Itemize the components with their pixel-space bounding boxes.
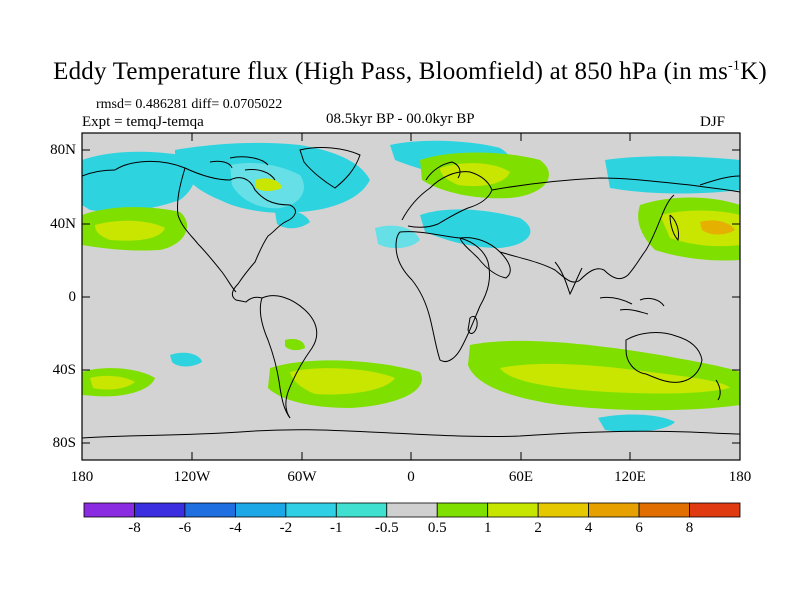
colorbar-swatch xyxy=(134,502,186,518)
colorbar-swatch xyxy=(638,502,690,518)
colorbar-label: 6 xyxy=(635,520,643,536)
colorbar-label: 2 xyxy=(534,520,542,536)
colorbar-swatch xyxy=(83,502,135,518)
colorbar-label: 4 xyxy=(584,520,593,536)
lon-label-60e: 60E xyxy=(508,469,534,485)
lat-label-40n: 40N xyxy=(50,216,76,232)
colorbar-label: 1 xyxy=(483,520,492,536)
colorbar-swatch xyxy=(184,502,236,518)
colorbar-label: -4 xyxy=(229,520,242,536)
period-label: 08.5kyr BP - 00.0kyr BP xyxy=(326,111,475,127)
rmsd-diff-label: rmsd= 0.486281 diff= 0.0705022 xyxy=(96,97,283,112)
colorbar-label: -6 xyxy=(178,520,192,536)
colorbar-swatch xyxy=(689,502,741,518)
colorbar-swatch xyxy=(537,502,590,518)
chart-title: Eddy Temperature flux (High Pass, Bloomf… xyxy=(53,58,767,85)
colorbar-swatch xyxy=(234,502,287,518)
lon-label-0: 0 xyxy=(407,469,415,485)
colorbar-label: -8 xyxy=(128,520,141,536)
season-label: DJF xyxy=(700,114,726,130)
colorbar-swatch xyxy=(285,502,337,518)
colorbar-swatch xyxy=(588,502,640,518)
lat-label-80s: 80S xyxy=(52,435,76,451)
experiment-label: Expt = temqJ-temqa xyxy=(82,114,204,130)
lat-label-80n: 80N xyxy=(50,142,76,158)
colorbar xyxy=(83,502,741,518)
colorbar-swatch xyxy=(335,502,388,518)
flux-field xyxy=(82,140,740,432)
lon-label-60w: 60W xyxy=(287,469,317,485)
colorbar-label: -2 xyxy=(279,520,293,536)
colorbar-label: -1 xyxy=(330,520,343,536)
colorbar-swatch xyxy=(436,502,489,518)
lon-label-120w: 120W xyxy=(173,469,211,485)
colorbar-label: -0.5 xyxy=(374,520,399,536)
colorbar-label: 0.5 xyxy=(427,520,447,536)
coastlines xyxy=(82,147,740,439)
colorbar-swatch xyxy=(386,502,438,518)
lat-label-eq: 0 xyxy=(68,289,77,305)
tick-marks xyxy=(82,133,740,460)
colorbar-swatch xyxy=(487,502,539,518)
colorbar-label: 8 xyxy=(685,520,694,536)
lon-label-120e: 120E xyxy=(614,469,646,485)
lon-label-180e: 180 xyxy=(728,469,752,485)
lat-label-40s: 40S xyxy=(52,362,76,378)
lon-label-180w: 180 xyxy=(70,469,94,485)
